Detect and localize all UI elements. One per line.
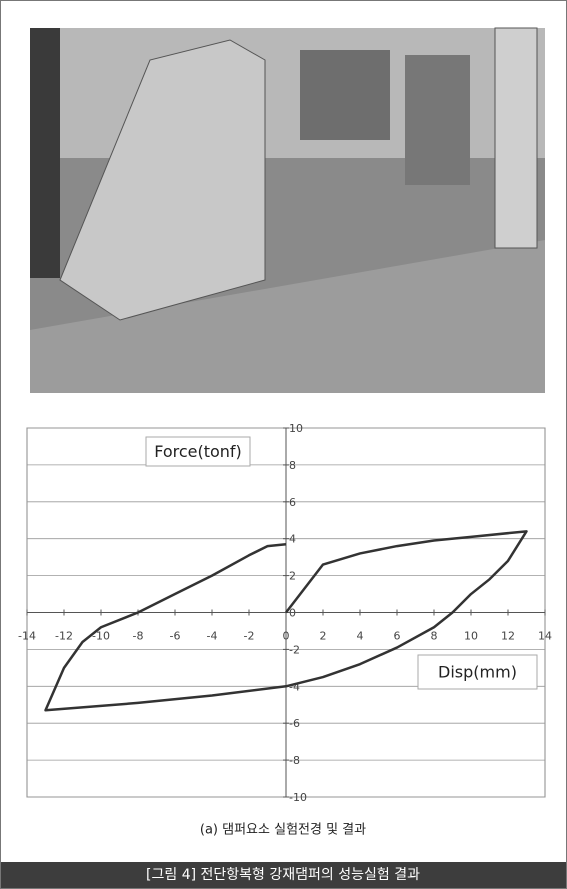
x-tick-label: 4 [357,630,364,643]
series-line [44,530,528,712]
x-tick-label: 6 [394,630,401,643]
x-tick-label: -2 [244,630,255,643]
y-tick-label: 8 [289,459,296,472]
annotation: Disp(mm) [438,663,517,682]
x-tick-label: -12 [55,630,73,643]
chart: -10-8-6-4-20246810-14-12-10-8-6-4-202468… [18,422,552,804]
y-tick-label: -4 [289,680,300,693]
x-tick-label: 0 [283,630,290,643]
x-tick-label: 8 [431,630,438,643]
x-tick-label: 12 [501,630,515,643]
y-tick-label: 10 [289,422,303,435]
photo [30,27,545,393]
x-tick-label: 2 [320,630,327,643]
y-tick-label: 2 [289,570,296,583]
x-tick-label: -4 [207,630,218,643]
annotation: Force(tonf) [154,442,242,461]
annotation-box [145,436,251,467]
annotation-box [417,654,538,690]
x-tick-label: -8 [133,630,144,643]
caption: (a) 댐퍼요소 실험전경 및 결과 [200,823,366,838]
y-tick-label: -6 [289,717,300,730]
photo-actuator [300,50,390,140]
x-tick-label: -14 [18,630,36,643]
x-tick-label: -6 [170,630,181,643]
y-tick-label: -8 [289,754,300,767]
photo-column [494,27,538,249]
x-tick-label: 10 [464,630,478,643]
x-tick-label: 14 [538,630,552,643]
y-tick-label: -10 [289,791,307,804]
photo-cables [30,28,60,278]
y-tick-label: 6 [289,496,296,509]
y-tick-label: -2 [289,643,300,656]
figure-title: [그림 4] 전단항복형 강재댐퍼의 성능실험 결과 [146,867,420,883]
photo-support [405,55,470,185]
title-bar [1,862,566,888]
y-tick-label: 4 [289,533,296,546]
x-tick-label: -10 [92,630,110,643]
photo-table [30,240,545,393]
photo-bracket [59,39,266,321]
